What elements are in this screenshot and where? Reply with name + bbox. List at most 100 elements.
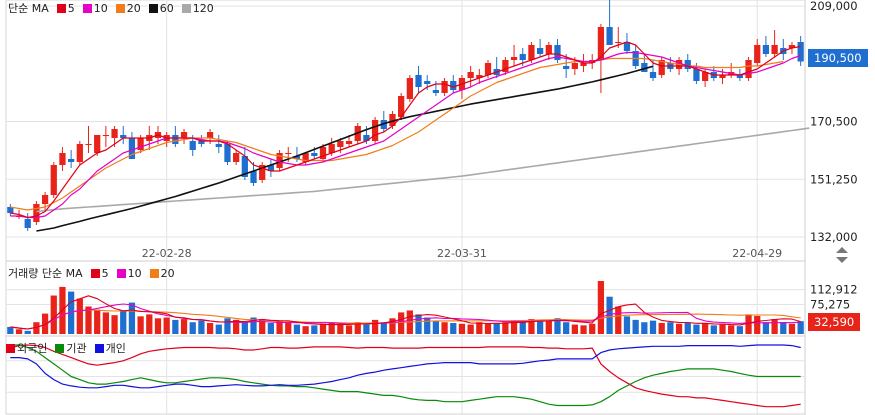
candle: [458, 75, 466, 99]
candle: [276, 150, 283, 171]
candle-body: [285, 153, 292, 154]
investor-legend-label-1: 기관: [66, 342, 87, 355]
candle-body: [641, 63, 648, 72]
candle: [259, 162, 266, 183]
investor-flow-line-1: [10, 344, 801, 407]
candle: [224, 141, 231, 165]
volume-bar: [441, 322, 448, 334]
candle: [728, 63, 735, 78]
investor-legend-swatch-0: [6, 343, 15, 353]
candle-body: [745, 60, 752, 78]
candle-body: [363, 135, 370, 141]
scroll-up-icon: [836, 247, 848, 253]
candle: [102, 126, 110, 147]
volume-bar: [528, 319, 535, 334]
volume-bar: [328, 323, 335, 334]
candle-body: [59, 153, 66, 165]
volume-bar: [693, 324, 700, 334]
candle-body: [371, 120, 379, 141]
candle-body: [415, 75, 422, 87]
price-legend-label-3: 60: [159, 1, 174, 15]
candle: [172, 126, 179, 147]
candle-body: [241, 156, 248, 177]
volume-bar: [215, 324, 222, 334]
volume-bar: [389, 318, 396, 334]
candle-body: [597, 27, 605, 60]
volume-bar: [658, 323, 665, 334]
volume-legend-label-1: 10: [127, 266, 142, 280]
candle-body: [319, 147, 327, 159]
candle: [406, 75, 413, 102]
volume-bar: [476, 322, 483, 334]
volume-legend-title: 거래량 단순 MA: [8, 267, 83, 280]
volume-ma-10-line: [10, 303, 801, 330]
price-legend-items: 5 10 20 60 120: [51, 2, 216, 15]
candle-body: [580, 63, 587, 66]
candle-body: [693, 69, 700, 81]
candle: [371, 117, 379, 144]
volume-bar: [267, 323, 275, 334]
candle-body: [649, 72, 657, 78]
candle: [658, 57, 665, 78]
price-legend-label-1: 10: [93, 1, 108, 15]
volume-bar: [649, 320, 657, 334]
volume-axis-label: 112,912: [810, 283, 858, 297]
volume-axis-label: 75,275: [810, 297, 850, 311]
volume-bar: [146, 314, 153, 334]
candle-body: [328, 144, 335, 153]
candle-body: [68, 159, 75, 162]
candle: [33, 201, 40, 225]
candle: [493, 57, 500, 78]
volume-bar: [710, 325, 717, 334]
candle-body: [536, 48, 544, 54]
volume-bar: [458, 323, 466, 334]
candle-body: [120, 135, 127, 138]
volume-bar: [311, 325, 318, 334]
volume-bar: [580, 325, 587, 334]
candle-body: [189, 141, 196, 150]
volume-bar: [788, 323, 796, 334]
volume-bar: [102, 312, 110, 334]
candle-body: [476, 75, 483, 78]
volume-bar: [536, 321, 544, 334]
volume-bar: [24, 330, 31, 334]
candle-body: [510, 57, 518, 60]
candle-body: [771, 45, 778, 54]
volume-bar: [450, 323, 457, 334]
volume-bar: [41, 313, 49, 334]
candle-body: [380, 120, 387, 129]
investor-legend-swatch-1: [55, 343, 65, 353]
volume-bar: [198, 320, 205, 334]
price-legend-label-2: 20: [126, 1, 141, 15]
candle-body: [406, 78, 413, 99]
candle-body: [432, 90, 440, 93]
volume-ma-legend: 거래량 단순 MA 5 10 20: [8, 265, 177, 281]
volume-bar: [206, 323, 214, 334]
candle: [762, 36, 770, 57]
candle-body: [76, 144, 83, 162]
current-volume-badge: 32,590: [808, 313, 861, 331]
candle-body: [797, 42, 804, 62]
candle-body: [398, 96, 405, 117]
candle-body: [389, 114, 396, 126]
volume-bar: [589, 323, 596, 334]
candle-body: [224, 144, 231, 162]
volume-ma-5-line: [10, 295, 801, 330]
volume-bar: [111, 315, 118, 334]
candle: [424, 75, 431, 90]
candle: [206, 129, 214, 144]
volume-bar: [728, 325, 735, 334]
candle: [319, 144, 327, 162]
candle-body: [311, 153, 318, 156]
volume-bar: [354, 322, 361, 334]
volume-bar: [736, 326, 743, 334]
volume-bar: [371, 319, 379, 334]
candle: [536, 39, 544, 57]
volume-bar: [510, 320, 518, 334]
price-ma-60-line: [36, 65, 654, 232]
price-legend-swatch-1: [82, 3, 92, 13]
candle-body: [441, 81, 448, 93]
candle: [684, 54, 691, 72]
